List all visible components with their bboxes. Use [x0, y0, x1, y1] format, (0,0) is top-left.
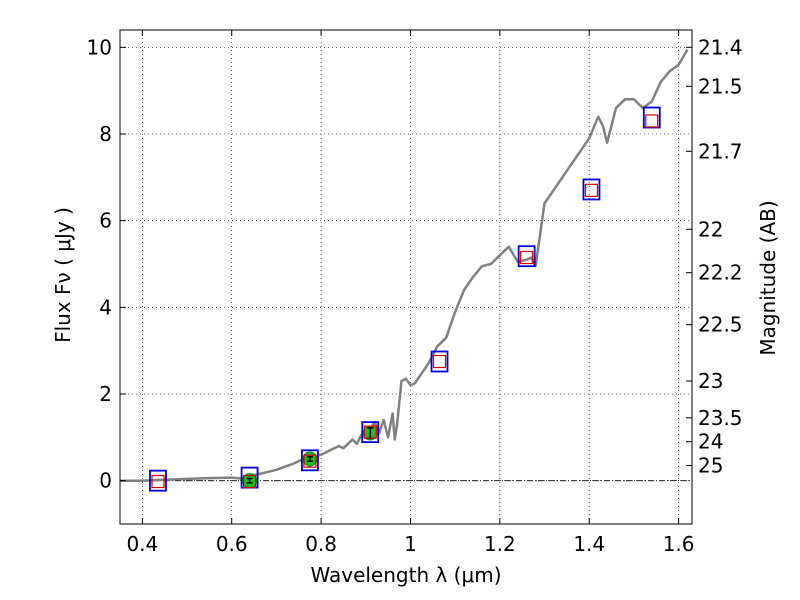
y2-tick-label: 22.5: [698, 313, 743, 337]
y2-tick-label: 25: [698, 454, 723, 478]
y-tick-label: 8: [99, 122, 112, 146]
x-axis-label: Wavelength λ (μm): [310, 563, 501, 587]
x-tick-label: 0.8: [305, 532, 337, 556]
filter-box-marker: [149, 469, 167, 492]
y2-tick-label: 22: [698, 217, 723, 241]
x-tick-label: 1.4: [573, 532, 605, 556]
y2-tick-label: 23.5: [698, 406, 743, 430]
y2-tick-label: 21.7: [698, 139, 743, 163]
filter-box-marker: [301, 449, 319, 472]
filter-box-marker: [517, 245, 536, 268]
model-flux-marker: [645, 114, 659, 128]
y-tick-label: 0: [99, 469, 112, 493]
y2-tick-label: 22.2: [698, 261, 743, 285]
y2-axis-label: Magnitude (AB): [756, 200, 780, 355]
ticks: [120, 30, 692, 524]
filter-box-marker: [582, 178, 601, 201]
y-tick-label: 2: [99, 382, 112, 406]
model-flux-marker: [242, 474, 257, 489]
plot-frame: [119, 29, 693, 525]
model-flux-marker: [584, 183, 599, 197]
model-flux-marker: [363, 425, 377, 439]
x-tick-label: 0.6: [216, 532, 248, 556]
model-flux-marker: [520, 250, 534, 265]
filter-box-marker: [361, 421, 380, 444]
y2-tick-label: 24: [698, 430, 723, 454]
y-tick-label: 4: [99, 295, 112, 319]
y2-tick-label: 21.4: [698, 35, 743, 59]
model-flux-marker: [432, 354, 447, 369]
x-tick-label: 1.6: [663, 532, 695, 556]
model-flux-marker: [303, 454, 317, 468]
filter-box-marker: [430, 350, 449, 373]
y-tick-label: 6: [99, 209, 112, 233]
x-tick-label: 1: [404, 532, 417, 556]
y-tick-label: 10: [87, 35, 112, 59]
x-tick-label: 0.4: [126, 532, 158, 556]
y-axis-label: Flux Fν ( μJy ): [51, 207, 75, 343]
marker-layer: [149, 106, 661, 492]
model-flux-marker: [151, 474, 165, 489]
y2-tick-label: 23: [698, 369, 723, 393]
x-tick-label: 1.2: [484, 532, 516, 556]
y2-tick-label: 21.5: [698, 74, 743, 98]
